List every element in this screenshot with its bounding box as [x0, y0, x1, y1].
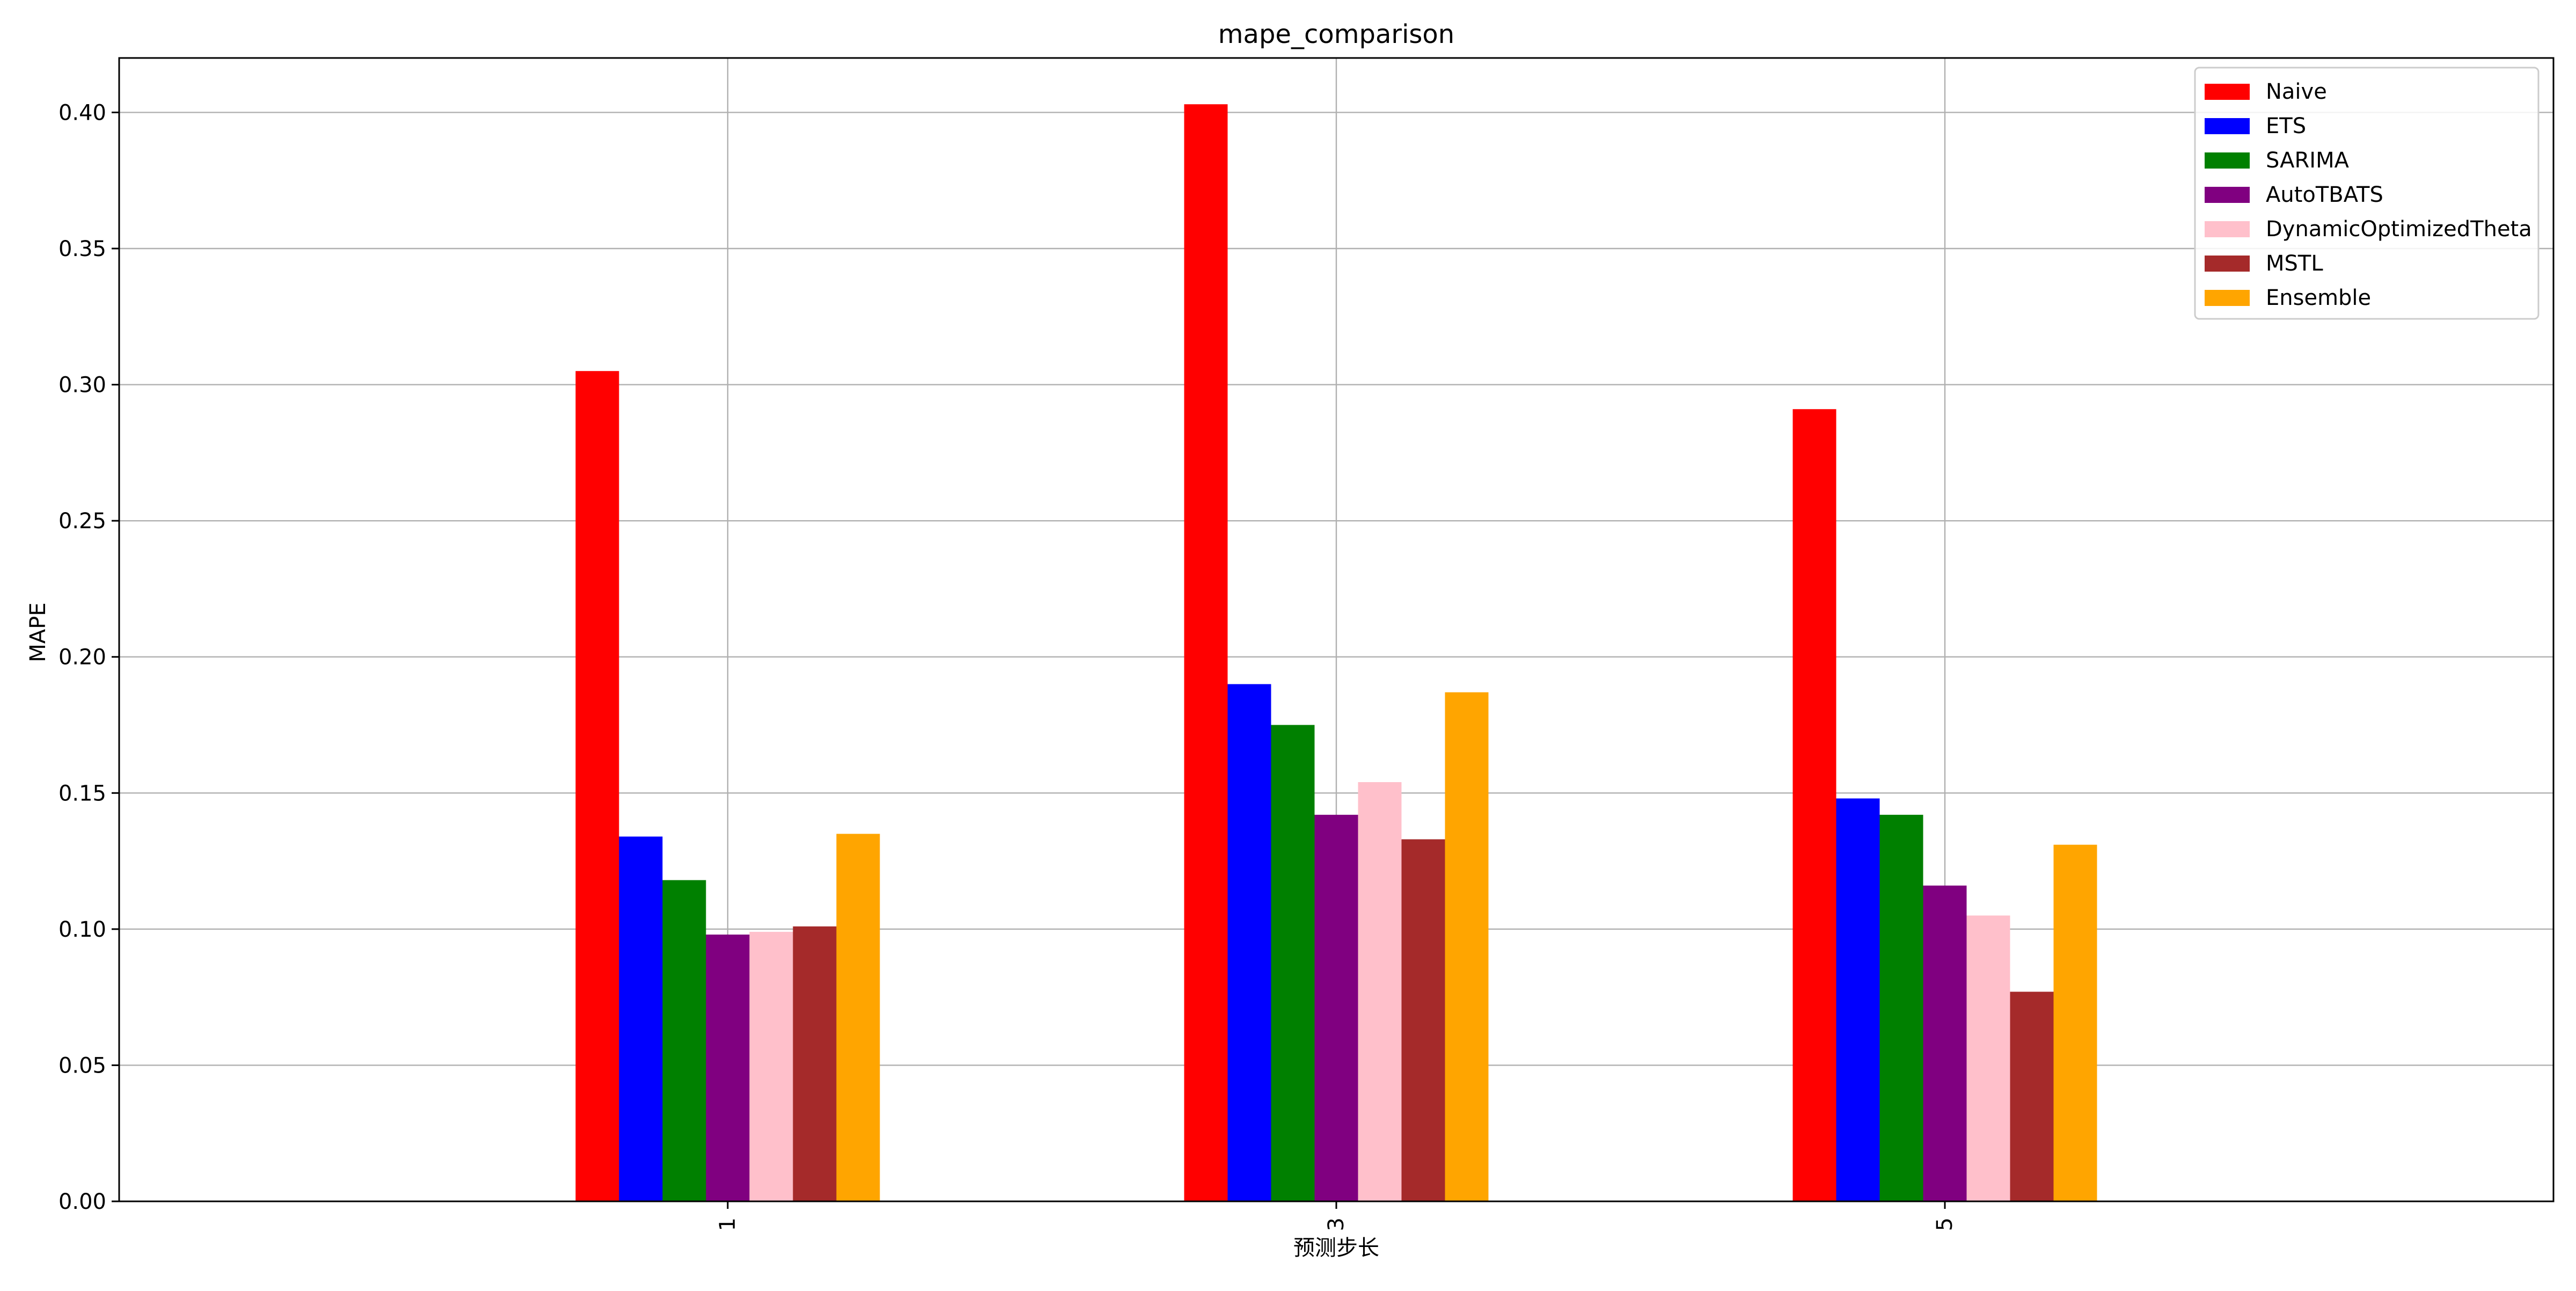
y-tick-label: 0.20	[58, 645, 106, 670]
legend-swatch-ensemble	[2205, 290, 2250, 306]
bar-ets-1	[619, 836, 663, 1201]
legend-frame	[2194, 67, 2540, 320]
y-tick-label: 0.30	[58, 373, 106, 398]
x-axis-label: 预测步长	[1293, 1236, 1379, 1260]
legend-swatch-naive	[2205, 84, 2250, 100]
y-axis-ticks: 0.00 0.05 0.10 0.15 0.20 0.25 0.30 0.35 0.40	[58, 100, 119, 1214]
x-tick-label: 3	[1324, 1217, 1349, 1231]
chart-title: mape_comparison	[1218, 19, 1454, 49]
legend-label-autotbats: AutoTBATS	[2266, 183, 2383, 207]
bar-sarima-3	[1271, 725, 1315, 1201]
bar-ets-5	[1836, 798, 1880, 1201]
legend-swatch-sarima	[2205, 152, 2250, 169]
bar-dynamicoptimizedtheta-5	[1966, 915, 2010, 1201]
x-axis-ticks: 1 3 5	[715, 1201, 1957, 1231]
bar-naive-5	[1792, 409, 1836, 1201]
bar-sarima-1	[662, 880, 706, 1201]
bar-naive-3	[1184, 104, 1228, 1202]
legend-swatch-mstl	[2205, 256, 2250, 272]
bar-dynamicoptimizedtheta-3	[1358, 782, 1402, 1201]
legend-swatch-dynamicoptimizedtheta	[2205, 221, 2250, 237]
bar-ensemble-5	[2053, 844, 2097, 1201]
bar-mstl-3	[1401, 839, 1445, 1201]
bar-autotbats-5	[1923, 885, 1967, 1201]
bar-mstl-1	[793, 926, 837, 1201]
bar-ensemble-1	[836, 834, 880, 1201]
bar-sarima-5	[1879, 814, 1923, 1201]
legend-label-ensemble: Ensemble	[2266, 286, 2371, 310]
grid-lines	[119, 58, 2553, 1202]
y-tick-label: 0.10	[58, 917, 106, 942]
y-tick-label: 0.40	[58, 100, 106, 125]
y-axis-label: MAPE	[26, 602, 50, 662]
bar-mstl-5	[2010, 991, 2054, 1201]
y-tick-label: 0.00	[58, 1190, 106, 1214]
bars	[575, 104, 2097, 1202]
y-tick-label: 0.35	[58, 237, 106, 261]
bar-ets-3	[1227, 684, 1271, 1201]
legend-label-mstl: MSTL	[2266, 251, 2323, 276]
bar-autotbats-3	[1314, 814, 1358, 1201]
bar-autotbats-1	[706, 935, 750, 1201]
legend-label-ets: ETS	[2266, 114, 2306, 138]
legend-label-sarima: SARIMA	[2266, 148, 2350, 173]
bar-ensemble-3	[1445, 692, 1489, 1201]
legend: Naive ETS SARIMA AutoTBATS DynamicOptimizedT…	[2194, 67, 2540, 320]
bar-naive-1	[575, 371, 619, 1201]
x-tick-label: 1	[715, 1217, 740, 1231]
legend-swatch-autotbats	[2205, 187, 2250, 203]
legend-label-naive: Naive	[2266, 79, 2327, 104]
legend-swatch-ets	[2205, 118, 2250, 134]
y-tick-label: 0.25	[58, 509, 106, 534]
bar-dynamicoptimizedtheta-1	[749, 931, 793, 1201]
x-tick-label: 5	[1933, 1217, 1957, 1231]
y-tick-label: 0.05	[58, 1053, 106, 1078]
legend-label-dynamicoptimizedtheta: DynamicOptimizedTheta	[2266, 217, 2532, 242]
y-tick-label: 0.15	[58, 781, 106, 806]
